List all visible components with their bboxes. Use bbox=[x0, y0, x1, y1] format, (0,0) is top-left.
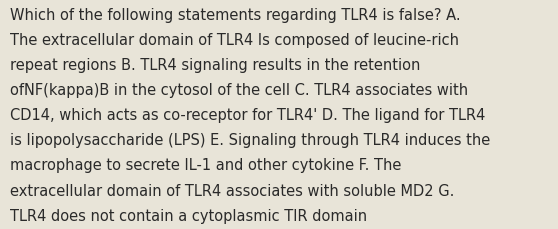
Text: is lipopolysaccharide (LPS) E. Signaling through TLR4 induces the: is lipopolysaccharide (LPS) E. Signaling… bbox=[10, 133, 490, 148]
Text: extracellular domain of TLR4 associates with soluble MD2 G.: extracellular domain of TLR4 associates … bbox=[10, 183, 454, 198]
Text: The extracellular domain of TLR4 Is composed of leucine-rich: The extracellular domain of TLR4 Is comp… bbox=[10, 33, 459, 48]
Text: repeat regions B. TLR4 signaling results in the retention: repeat regions B. TLR4 signaling results… bbox=[10, 58, 420, 73]
Text: TLR4 does not contain a cytoplasmic TIR domain: TLR4 does not contain a cytoplasmic TIR … bbox=[10, 208, 367, 223]
Text: CD14, which acts as co-receptor for TLR4' D. The ligand for TLR4: CD14, which acts as co-receptor for TLR4… bbox=[10, 108, 485, 123]
Text: Which of the following statements regarding TLR4 is false? A.: Which of the following statements regard… bbox=[10, 8, 461, 23]
Text: ofNF(kappa)B in the cytosol of the cell C. TLR4 associates with: ofNF(kappa)B in the cytosol of the cell … bbox=[10, 83, 468, 98]
Text: macrophage to secrete IL-1 and other cytokine F. The: macrophage to secrete IL-1 and other cyt… bbox=[10, 158, 401, 173]
